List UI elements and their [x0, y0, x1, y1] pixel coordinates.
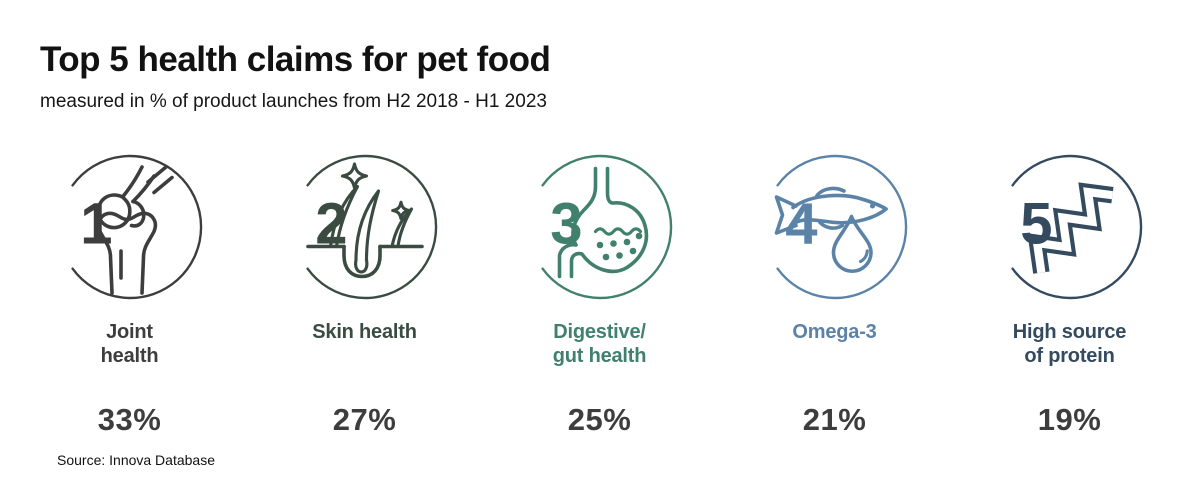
claim-label: Skin health	[312, 321, 417, 343]
page-title: Top 5 health claims for pet food	[40, 40, 551, 79]
protein-helix-icon	[1010, 154, 1142, 300]
source-note: Source: Innova Database	[57, 452, 215, 468]
fish-oil-drop-icon	[774, 154, 907, 300]
rank-number: 1	[80, 191, 112, 257]
percent-value: 27%	[332, 402, 397, 437]
rank-number: 3	[550, 191, 582, 257]
claim-card-omega-3: 4 Omega-3 21%	[717, 152, 952, 438]
skin-hair-icon	[305, 154, 437, 300]
rank-number: 5	[1020, 191, 1052, 257]
circle-ring	[305, 154, 437, 300]
header: Top 5 health claims for pet food measure…	[40, 40, 551, 113]
claim-card-skin-health: 2 Skin health 27%	[247, 152, 482, 438]
circle-ring	[540, 154, 672, 300]
claim-icon-wrap: 4	[760, 152, 910, 302]
claim-label: Omega-3	[792, 321, 877, 343]
page-subtitle: measured in % of product launches from H…	[40, 91, 547, 112]
claim-card-high-source-of-protein: 5 High source of protein 19%	[952, 152, 1187, 438]
rank-number: 2	[315, 191, 347, 257]
claim-label: High source of protein	[1012, 321, 1127, 367]
circle-ring	[1010, 154, 1142, 300]
claim-label: Joint health	[100, 321, 159, 367]
claim-icon-wrap: 2	[290, 152, 440, 302]
claim-icon-wrap: 5	[995, 152, 1145, 302]
claim-icon-wrap: 3	[525, 152, 675, 302]
percent-value: 25%	[567, 402, 632, 437]
claim-icon-wrap: 1	[55, 152, 205, 302]
claim-label: Digestive/ gut health	[552, 321, 647, 367]
percent-value: 19%	[1037, 402, 1102, 437]
rank-number: 4	[785, 191, 817, 257]
claims-row: 1 Joint health 33% 2	[12, 152, 1187, 438]
joint-icon	[70, 154, 202, 300]
percent-value: 21%	[802, 402, 867, 437]
stomach-icon	[540, 154, 672, 300]
circle-ring	[775, 154, 907, 300]
claim-card-digestive-gut-health: 3 Digestive/ gut health 25%	[482, 152, 717, 438]
percent-value: 33%	[97, 402, 162, 437]
claim-card-joint-health: 1 Joint health 33%	[12, 152, 247, 438]
circle-ring	[70, 154, 202, 300]
